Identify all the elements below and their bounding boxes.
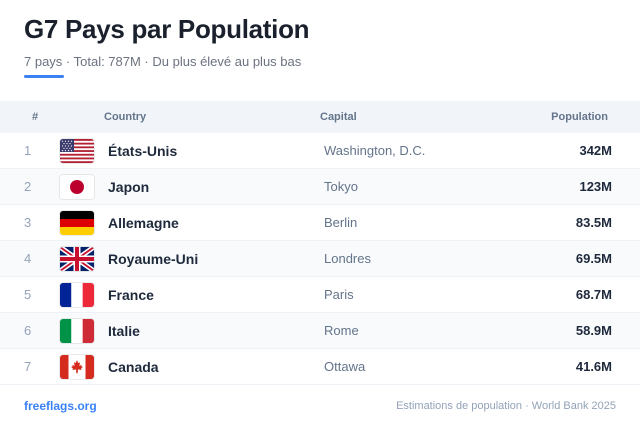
row-capital: Washington, D.C. bbox=[324, 143, 426, 158]
row-rank: 5 bbox=[24, 287, 32, 302]
footer-note: Estimations de population · World Bank 2… bbox=[396, 400, 616, 412]
row-rank: 4 bbox=[24, 251, 32, 266]
row-rank: 3 bbox=[24, 215, 32, 230]
row-capital: Berlin bbox=[324, 215, 358, 230]
column-header-rank[interactable]: # bbox=[32, 111, 39, 123]
row-rank: 6 bbox=[24, 323, 32, 338]
row-population: 83.5M bbox=[575, 215, 612, 230]
row-capital: Rome bbox=[324, 323, 359, 338]
page-footer: freeflags.org Estimations de population … bbox=[24, 399, 616, 413]
france-flag-icon bbox=[60, 282, 94, 307]
column-header-country[interactable]: Country bbox=[104, 111, 147, 123]
table-row[interactable]: 5 France Paris 68.7M bbox=[0, 277, 640, 313]
row-country: Allemagne bbox=[108, 214, 179, 231]
italy-flag-icon bbox=[60, 318, 94, 343]
row-population: 342M bbox=[579, 143, 612, 158]
row-capital: Paris bbox=[324, 287, 354, 302]
table-row[interactable]: 4 Royaume-Uni Londres 69.5M bbox=[0, 241, 640, 277]
population-table: # Country Capital Population 1 bbox=[0, 101, 640, 385]
row-population: 69.5M bbox=[575, 251, 612, 266]
canada-flag-icon bbox=[60, 354, 94, 379]
row-rank: 1 bbox=[24, 143, 32, 158]
accent-bar bbox=[24, 75, 64, 78]
table-header: # Country Capital Population bbox=[0, 101, 640, 133]
table-row[interactable]: 6 Italie Rome 58.9M bbox=[0, 313, 640, 349]
row-country: Japon bbox=[108, 178, 150, 195]
row-population: 68.7M bbox=[575, 287, 612, 302]
row-rank: 7 bbox=[24, 359, 32, 374]
row-country: États-Unis bbox=[108, 142, 178, 159]
table-row[interactable]: 7 Canada Ottawa 41.6M bbox=[0, 349, 640, 385]
source-link[interactable]: freeflags.org bbox=[24, 399, 97, 413]
japan-flag-icon bbox=[60, 174, 94, 199]
table-row[interactable]: 2 Japon Tokyo 123M bbox=[0, 169, 640, 205]
table-row[interactable]: 3 Allemagne Berlin 83.5M bbox=[0, 205, 640, 241]
page-subtitle: 7 pays · Total: 787M · Du plus élevé au … bbox=[24, 54, 302, 69]
column-header-population[interactable]: Population bbox=[551, 111, 608, 123]
row-population: 41.6M bbox=[575, 359, 612, 374]
row-capital: Londres bbox=[324, 251, 371, 266]
germany-flag-icon bbox=[60, 210, 94, 235]
table-row[interactable]: 1 États-Unis W bbox=[0, 133, 640, 169]
row-population: 58.9M bbox=[575, 323, 612, 338]
row-rank: 2 bbox=[24, 179, 32, 194]
uk-flag-icon bbox=[60, 246, 94, 271]
us-flag-icon bbox=[60, 138, 94, 163]
page-title: G7 Pays par Population bbox=[24, 14, 310, 44]
column-header-capital[interactable]: Capital bbox=[320, 111, 357, 123]
row-country: Italie bbox=[108, 322, 140, 339]
row-population: 123M bbox=[579, 179, 612, 194]
row-capital: Tokyo bbox=[324, 179, 358, 194]
page-header: G7 Pays par Population 7 pays · Total: 7… bbox=[24, 14, 310, 78]
row-country: France bbox=[108, 286, 154, 303]
row-country: Royaume-Uni bbox=[108, 250, 199, 267]
row-capital: Ottawa bbox=[324, 359, 366, 374]
row-country: Canada bbox=[108, 358, 159, 375]
